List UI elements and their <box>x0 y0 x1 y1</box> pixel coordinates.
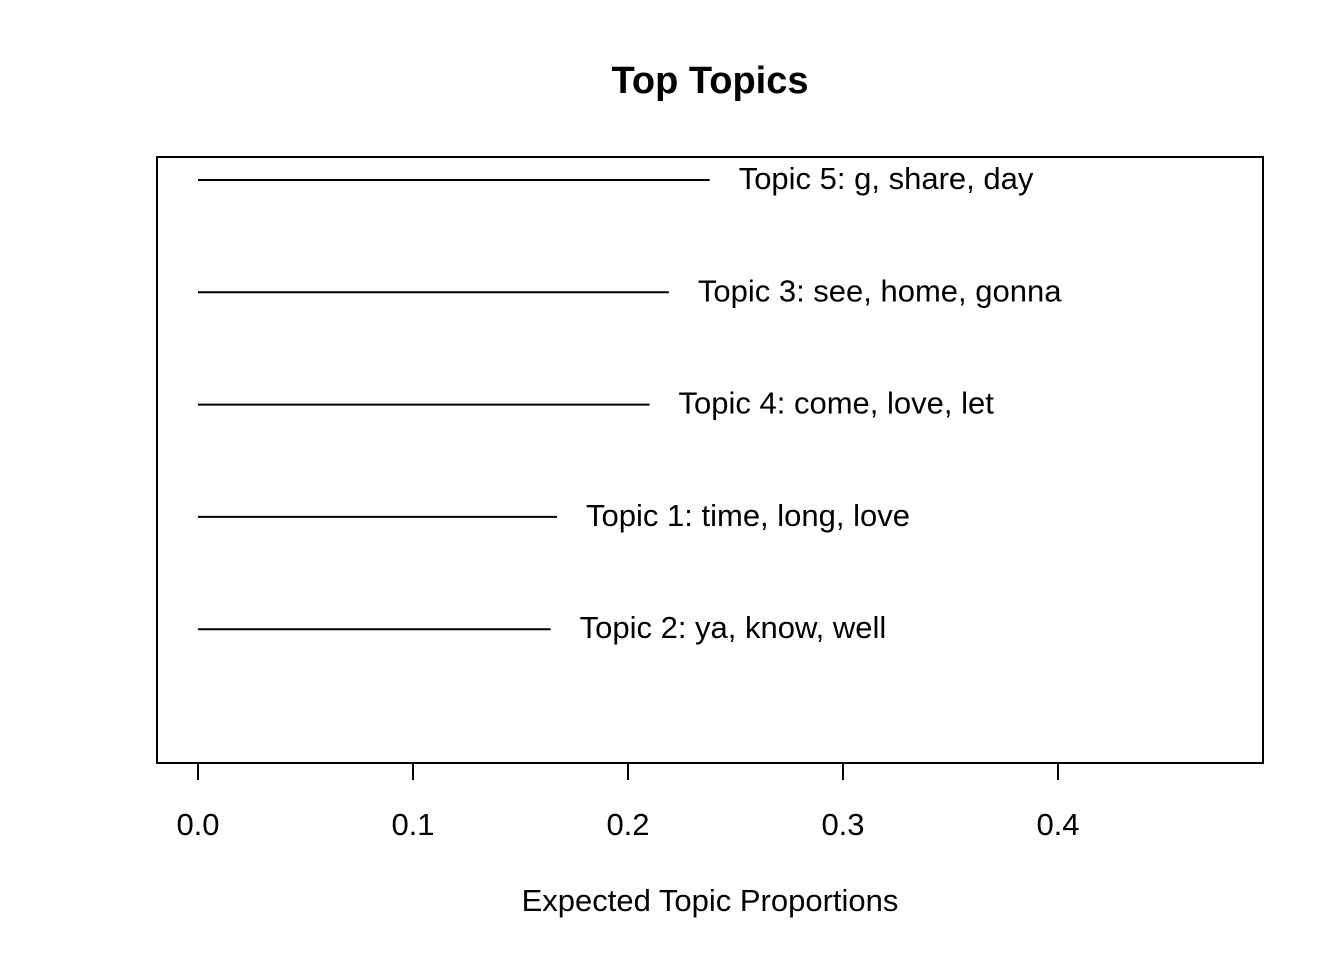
bar-label: Topic 3: see, home, gonna <box>698 273 1062 308</box>
x-tick-label: 0.1 <box>391 807 434 842</box>
plot-frame <box>156 156 1264 764</box>
bar-label: Topic 4: come, love, let <box>679 386 995 421</box>
x-tick-label: 0.0 <box>176 807 219 842</box>
x-tick-label: 0.2 <box>606 807 649 842</box>
x-axis-label: Expected Topic Proportions <box>522 883 899 918</box>
topic-bars: Topic 5: g, share, day Topic 3: see, home… <box>198 161 1062 645</box>
x-tick-label: 0.3 <box>821 807 864 842</box>
chart-title: Top Topics <box>611 60 808 102</box>
bar-label: Topic 2: ya, know, well <box>580 610 887 645</box>
x-tick-label: 0.4 <box>1036 807 1079 842</box>
bar-label: Topic 5: g, share, day <box>739 161 1034 196</box>
x-axis: 0.0 0.1 0.2 0.3 0.4 <box>176 763 1080 842</box>
bar-label: Topic 1: time, long, love <box>586 498 910 533</box>
